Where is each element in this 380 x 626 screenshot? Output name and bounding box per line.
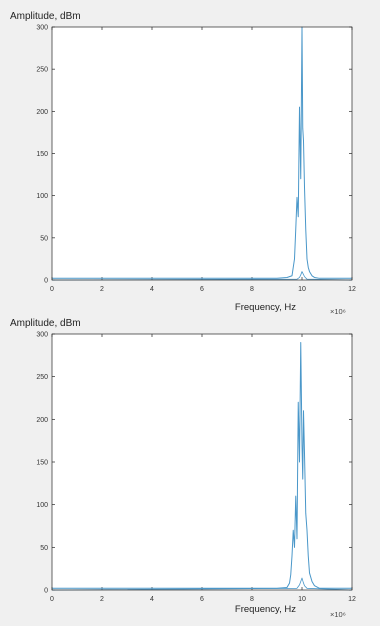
y-tick-label: 150 [36, 151, 48, 158]
x-tick-label: 0 [50, 596, 54, 603]
plot-area [52, 334, 352, 590]
series-line-2 [51, 271, 353, 281]
chart-2: Amplitude, dBm 0 2 4 6 8 10 12 0 50 100 150 200 250 30… [10, 318, 356, 619]
x-tick-label: 0 [50, 286, 54, 293]
y-tick-label: 100 [36, 502, 48, 509]
axes-box [51, 333, 353, 591]
x-tick-label: 12 [348, 596, 356, 603]
y-tick-label: 200 [36, 109, 48, 116]
y-tick-label: 0 [44, 588, 48, 595]
x-tick-label: 2 [100, 286, 104, 293]
x-tick-label: 8 [250, 596, 254, 603]
x-tick-label: 4 [150, 596, 154, 603]
y-tick-label: 150 [36, 460, 48, 467]
y-tick-label: 250 [36, 67, 48, 74]
y-tick-label: 300 [36, 332, 48, 339]
x-axis-label: Frequency, Hz [235, 604, 296, 615]
y-tick-label: 50 [40, 235, 48, 242]
y-tick-label: 200 [36, 417, 48, 424]
y-axis-label: Amplitude, dBm [10, 318, 81, 329]
series-line-1 [52, 342, 352, 589]
x-tick-label: 6 [200, 286, 204, 293]
x-tick-label: 4 [150, 286, 154, 293]
x-tick-label: 6 [200, 596, 204, 603]
y-tick-label: 0 [44, 278, 48, 285]
y-tick-label: 300 [36, 25, 48, 32]
x-axis-label: Frequency, Hz [235, 302, 296, 313]
series-line-2 [51, 577, 353, 591]
y-tick-label: 50 [40, 545, 48, 552]
y-tick-label: 100 [36, 193, 48, 200]
x-tick-label: 12 [348, 286, 356, 293]
x-axis-exponent: ×10⁶ [330, 307, 346, 316]
y-axis-label: Amplitude, dBm [10, 11, 81, 22]
axes-box [51, 26, 353, 281]
chart-1: Amplitude, dBm 0 2 4 6 8 10 12 0 50 100 150 200 250 30… [10, 11, 356, 316]
x-tick-label: 2 [100, 596, 104, 603]
x-axis-exponent: ×10⁶ [330, 610, 346, 619]
x-tick-label: 10 [298, 596, 306, 603]
x-tick-label: 8 [250, 286, 254, 293]
x-tick-label: 10 [298, 286, 306, 293]
y-tick-label: 250 [36, 374, 48, 381]
plot-area [52, 27, 352, 280]
